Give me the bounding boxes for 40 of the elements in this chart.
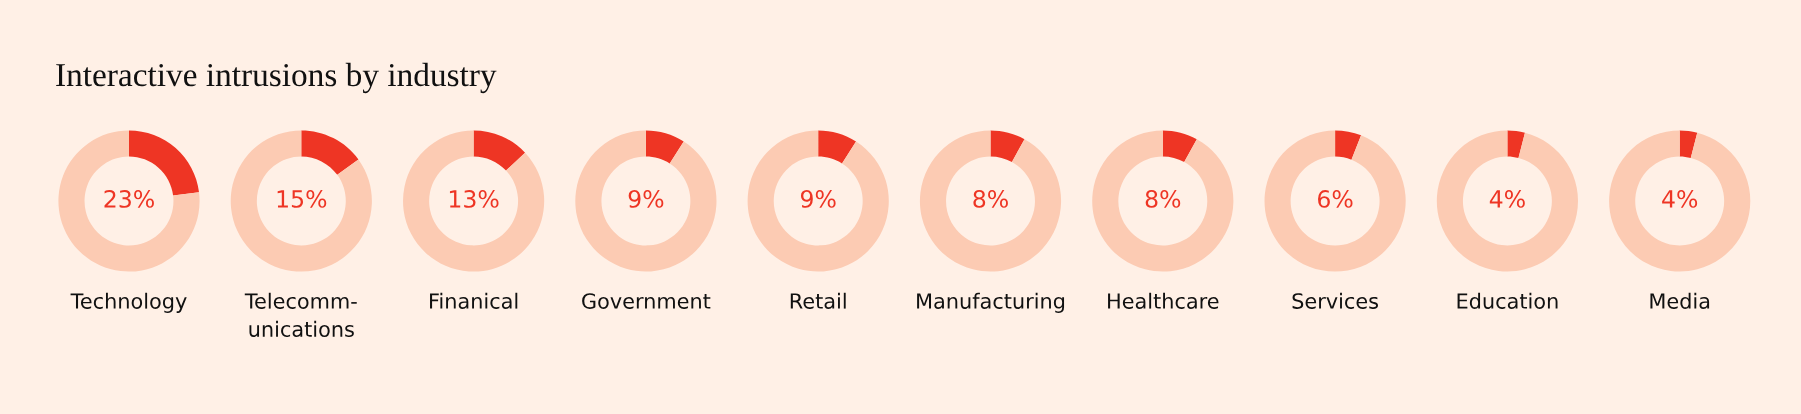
donut-slice xyxy=(990,130,1025,163)
data-label: 4% xyxy=(1662,189,1698,208)
data-label: 23% xyxy=(104,189,154,208)
donut-slice xyxy=(1507,130,1525,158)
donut-slice xyxy=(818,130,857,164)
donut-slice xyxy=(1162,130,1197,163)
data-label: 13% xyxy=(449,189,499,208)
donut-slice xyxy=(1679,130,1698,158)
text: Healthcare xyxy=(1108,292,1219,309)
data-label: 9% xyxy=(628,189,664,208)
donut-slice xyxy=(1609,130,1751,272)
text: Telecomm- unications xyxy=(244,292,357,337)
donut-slice xyxy=(473,130,526,171)
data-label: 6% xyxy=(1318,189,1353,208)
donut-slice xyxy=(919,130,1062,272)
text: Government xyxy=(582,293,711,309)
data-label: 4% xyxy=(1489,189,1525,208)
data-label: 8% xyxy=(973,189,1008,208)
data-label: 15% xyxy=(277,189,327,208)
donut-slice xyxy=(575,130,717,272)
donut-slice xyxy=(1335,130,1362,160)
donut-slice xyxy=(58,130,200,272)
donut-slice xyxy=(747,130,889,272)
text: Media xyxy=(1650,292,1710,309)
text: Retail xyxy=(790,292,846,309)
donut-slice xyxy=(1264,130,1406,272)
donut-slice xyxy=(645,130,684,164)
text: Services xyxy=(1292,292,1379,309)
donut-slice xyxy=(230,130,372,272)
text: Interactive intrusions by industry xyxy=(56,62,497,94)
donut-slice xyxy=(403,130,545,272)
donut-slice xyxy=(1092,130,1234,272)
text: Manufacturing xyxy=(917,292,1065,313)
text: Education xyxy=(1457,292,1558,309)
text: Technology xyxy=(70,292,187,313)
donut-slice xyxy=(301,130,359,175)
donut-slice xyxy=(1436,130,1578,272)
data-label: 8% xyxy=(1145,189,1181,208)
text: Finanical xyxy=(430,292,518,309)
data-label: 9% xyxy=(800,189,836,208)
